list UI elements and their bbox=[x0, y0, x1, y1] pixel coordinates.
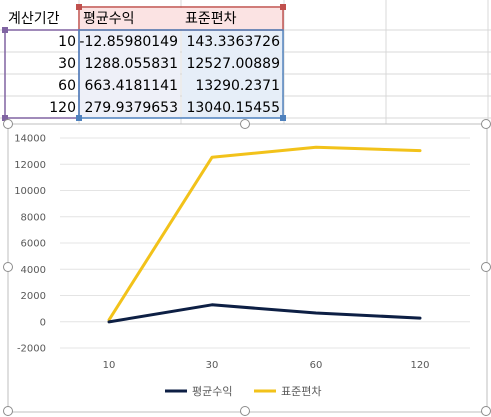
table-cell[interactable]: 1288.055831 bbox=[84, 56, 178, 72]
header-cell-std[interactable]: 표준편차 bbox=[185, 11, 237, 27]
range-handles[interactable] bbox=[2, 4, 286, 121]
y-tick-label: 6000 bbox=[21, 239, 46, 250]
x-tick-label: 30 bbox=[206, 360, 219, 371]
table-cell[interactable]: 10 bbox=[58, 34, 76, 50]
resize-handle[interactable] bbox=[3, 119, 13, 129]
series-line-std[interactable] bbox=[107, 145, 422, 322]
y-tick-label: 0 bbox=[40, 317, 46, 328]
value-range-border[interactable] bbox=[78, 29, 284, 119]
table-cell[interactable]: 143.3363726 bbox=[186, 34, 280, 50]
header-cell-mean[interactable]: 평균수익 bbox=[83, 11, 135, 27]
mean-range-highlight bbox=[80, 31, 180, 118]
x-tick-label: 60 bbox=[310, 360, 323, 371]
legend[interactable]: 평균수익 표준편차 bbox=[165, 385, 321, 398]
chart-resize-handles[interactable] bbox=[3, 119, 491, 416]
resize-handle[interactable] bbox=[240, 406, 250, 416]
resize-handle[interactable] bbox=[3, 406, 13, 416]
table-cell[interactable]: -12.85980149 bbox=[79, 34, 178, 50]
header-cell-period[interactable]: 계산기간 bbox=[8, 11, 60, 27]
resize-handle[interactable] bbox=[481, 119, 491, 129]
y-tick-label: 14000 bbox=[14, 134, 46, 145]
x-tick-labels: 10 30 60 120 bbox=[103, 360, 430, 371]
table-cell[interactable]: 12527.00889 bbox=[186, 56, 280, 72]
y-tick-label: -2000 bbox=[17, 344, 46, 355]
resize-handle[interactable] bbox=[481, 262, 491, 272]
table-cell[interactable]: 30 bbox=[58, 56, 76, 72]
resize-handle[interactable] bbox=[240, 119, 250, 129]
resize-handle[interactable] bbox=[481, 406, 491, 416]
x-tick-label: 120 bbox=[410, 360, 429, 371]
table-cell[interactable]: 663.4181141 bbox=[84, 78, 178, 94]
y-gridlines bbox=[60, 137, 470, 349]
y-tick-label: 8000 bbox=[21, 212, 46, 223]
y-tick-label: 10000 bbox=[14, 186, 46, 197]
table-cell[interactable]: 13040.15455 bbox=[186, 100, 280, 116]
y-tick-label: 2000 bbox=[21, 291, 46, 302]
series-lines[interactable] bbox=[107, 145, 422, 324]
x-tick-label: 10 bbox=[103, 360, 116, 371]
header-range-highlight bbox=[80, 8, 282, 29]
y-tick-label: 12000 bbox=[14, 160, 46, 171]
y-tick-labels: -2000 0 2000 4000 6000 8000 10000 12000 14000 bbox=[14, 134, 46, 355]
table-cell[interactable]: 13290.2371 bbox=[195, 78, 280, 94]
y-tick-label: 4000 bbox=[21, 265, 46, 276]
table-cell[interactable]: 279.9379653 bbox=[84, 100, 178, 116]
series-line-mean[interactable] bbox=[107, 303, 422, 324]
std-range-highlight bbox=[182, 31, 282, 118]
resize-handle[interactable] bbox=[3, 262, 13, 272]
chart-area[interactable] bbox=[7, 123, 488, 413]
legend-label-mean: 평균수익 bbox=[192, 385, 232, 398]
legend-label-std: 표준편차 bbox=[281, 385, 321, 398]
table-cell[interactable]: 60 bbox=[58, 78, 76, 94]
table-cell[interactable]: 120 bbox=[49, 100, 76, 116]
